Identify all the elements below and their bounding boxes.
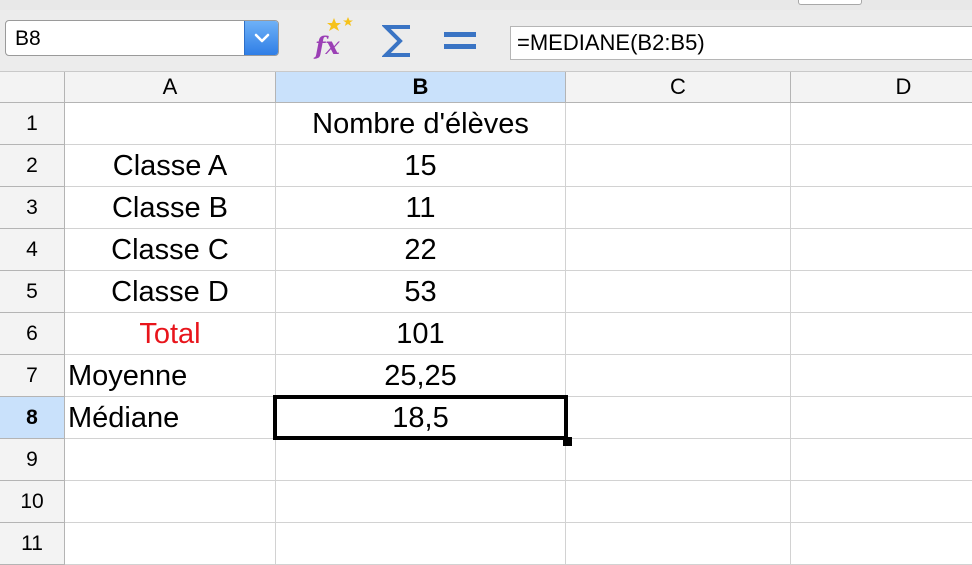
row-header-6[interactable]: 6 [0,313,65,355]
cell-d4[interactable] [791,229,972,271]
row-header-1[interactable]: 1 [0,103,65,145]
svg-text:fx: fx [313,31,340,60]
formula-bar: B8 fx =MEDIANE(B2:B5) [0,10,972,72]
cell-d10[interactable] [791,481,972,523]
cell-c1[interactable] [566,103,791,145]
name-box-dropdown-button[interactable] [244,21,278,55]
cell-c11[interactable] [566,523,791,565]
cell-d3[interactable] [791,187,972,229]
column-header-b[interactable]: B [276,72,566,103]
cell-b3[interactable]: 11 [276,187,566,229]
chevron-down-icon [254,33,270,43]
cell-c7[interactable] [566,355,791,397]
cell-d1[interactable] [791,103,972,145]
cell-c5[interactable] [566,271,791,313]
cell-a7[interactable]: Moyenne [65,355,276,397]
cell-c3[interactable] [566,187,791,229]
cell-a9[interactable] [65,439,276,481]
cell-d9[interactable] [791,439,972,481]
cell-d6[interactable] [791,313,972,355]
cell-b6[interactable]: 101 [276,313,566,355]
column-header-a[interactable]: A [65,72,276,103]
column-header-c[interactable]: C [566,72,791,103]
cell-b1[interactable]: Nombre d'élèves [276,103,566,145]
cell-b11[interactable] [276,523,566,565]
cell-a3[interactable]: Classe B [65,187,276,229]
cell-a2[interactable]: Classe A [65,145,276,187]
cell-d11[interactable] [791,523,972,565]
row-header-5[interactable]: 5 [0,271,65,313]
active-cell-cursor [273,395,568,440]
cell-b5[interactable]: 53 [276,271,566,313]
cell-c9[interactable] [566,439,791,481]
cell-b4[interactable]: 22 [276,229,566,271]
cell-c10[interactable] [566,481,791,523]
cell-c6[interactable] [566,313,791,355]
cell-a8[interactable]: Médiane [65,397,276,439]
window-top-strip [0,0,972,10]
spreadsheet-grid: A B C D 1 2 3 4 5 6 7 8 9 10 11 Nombre d… [0,72,972,565]
cell-b2[interactable]: 15 [276,145,566,187]
row-header-7[interactable]: 7 [0,355,65,397]
cell-b10[interactable] [276,481,566,523]
cell-a1[interactable] [65,103,276,145]
cell-c2[interactable] [566,145,791,187]
sum-icon[interactable] [382,23,416,59]
cell-a11[interactable] [65,523,276,565]
row-header-8[interactable]: 8 [0,397,65,439]
name-box-value[interactable]: B8 [15,27,41,50]
cell-b9[interactable] [276,439,566,481]
cell-d5[interactable] [791,271,972,313]
cell-c8[interactable] [566,397,791,439]
column-header-d[interactable]: D [791,72,972,103]
toolbar-edge [798,0,862,5]
cell-b7[interactable]: 25,25 [276,355,566,397]
row-header-2[interactable]: 2 [0,145,65,187]
cell-a10[interactable] [65,481,276,523]
cell-a5[interactable]: Classe D [65,271,276,313]
cell-c4[interactable] [566,229,791,271]
cell-d8[interactable] [791,397,972,439]
select-all-corner[interactable] [0,72,65,103]
equals-icon[interactable] [442,30,478,52]
row-header-11[interactable]: 11 [0,523,65,565]
cell-a6[interactable]: Total [65,313,276,355]
cell-d7[interactable] [791,355,972,397]
cell-d2[interactable] [791,145,972,187]
formula-text[interactable]: =MEDIANE(B2:B5) [517,30,705,55]
row-header-3[interactable]: 3 [0,187,65,229]
row-header-9[interactable]: 9 [0,439,65,481]
row-header-10[interactable]: 10 [0,481,65,523]
fill-handle[interactable] [563,437,572,446]
formula-input[interactable]: =MEDIANE(B2:B5) [510,26,972,60]
cell-a4[interactable]: Classe C [65,229,276,271]
function-wizard-icon[interactable]: fx [312,16,358,62]
name-box[interactable]: B8 [5,20,279,56]
row-header-4[interactable]: 4 [0,229,65,271]
